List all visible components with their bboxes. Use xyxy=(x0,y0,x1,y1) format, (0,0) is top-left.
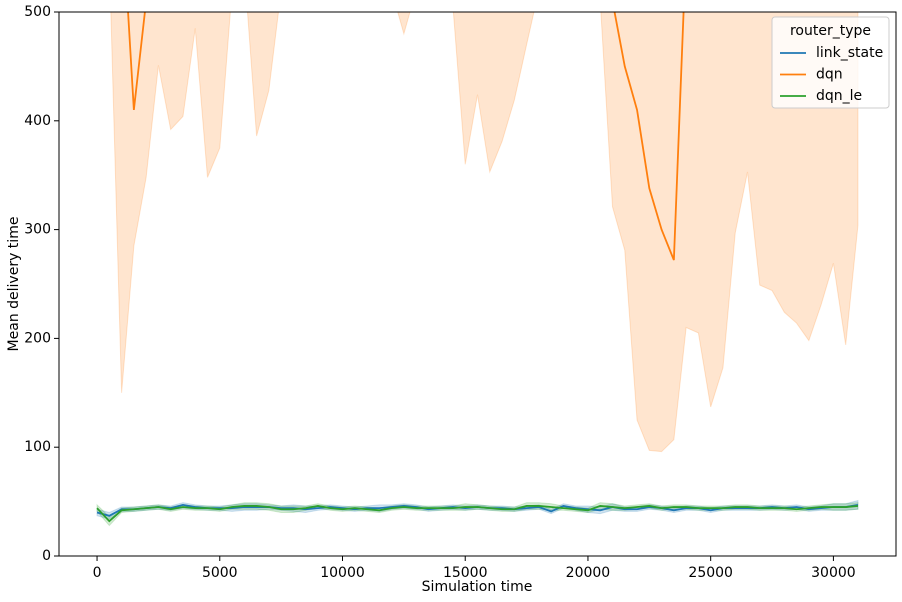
plot-area xyxy=(96,12,859,527)
series-line xyxy=(96,505,859,523)
legend-label: dqn xyxy=(816,67,843,83)
x-tick-label: 20000 xyxy=(566,565,611,581)
x-tick-label: 0 xyxy=(93,565,102,581)
y-axis-label: Mean delivery time xyxy=(6,217,22,352)
y-tick-label: 400 xyxy=(24,113,51,129)
x-tick-label: 30000 xyxy=(811,565,856,581)
y-tick-label: 200 xyxy=(24,330,51,346)
x-tick-label: 10000 xyxy=(320,565,365,581)
legend-box xyxy=(771,16,890,109)
y-tick-label: 500 xyxy=(24,4,51,20)
y-tick-label: 0 xyxy=(42,548,51,564)
confidence-band xyxy=(96,502,859,527)
axes-frame xyxy=(58,11,897,557)
x-tick-label: 15000 xyxy=(443,565,488,581)
y-tick-label: 100 xyxy=(24,439,51,455)
legend-title: router_type xyxy=(790,23,871,39)
legend-label: dqn_le xyxy=(816,88,862,104)
legend-label: link_state xyxy=(816,45,883,61)
x-axis-label: Simulation time xyxy=(422,579,533,595)
y-tick-label: 300 xyxy=(24,222,51,238)
x-tick-label: 25000 xyxy=(688,565,733,581)
x-tick-label: 5000 xyxy=(202,565,238,581)
confidence-band xyxy=(110,12,859,453)
